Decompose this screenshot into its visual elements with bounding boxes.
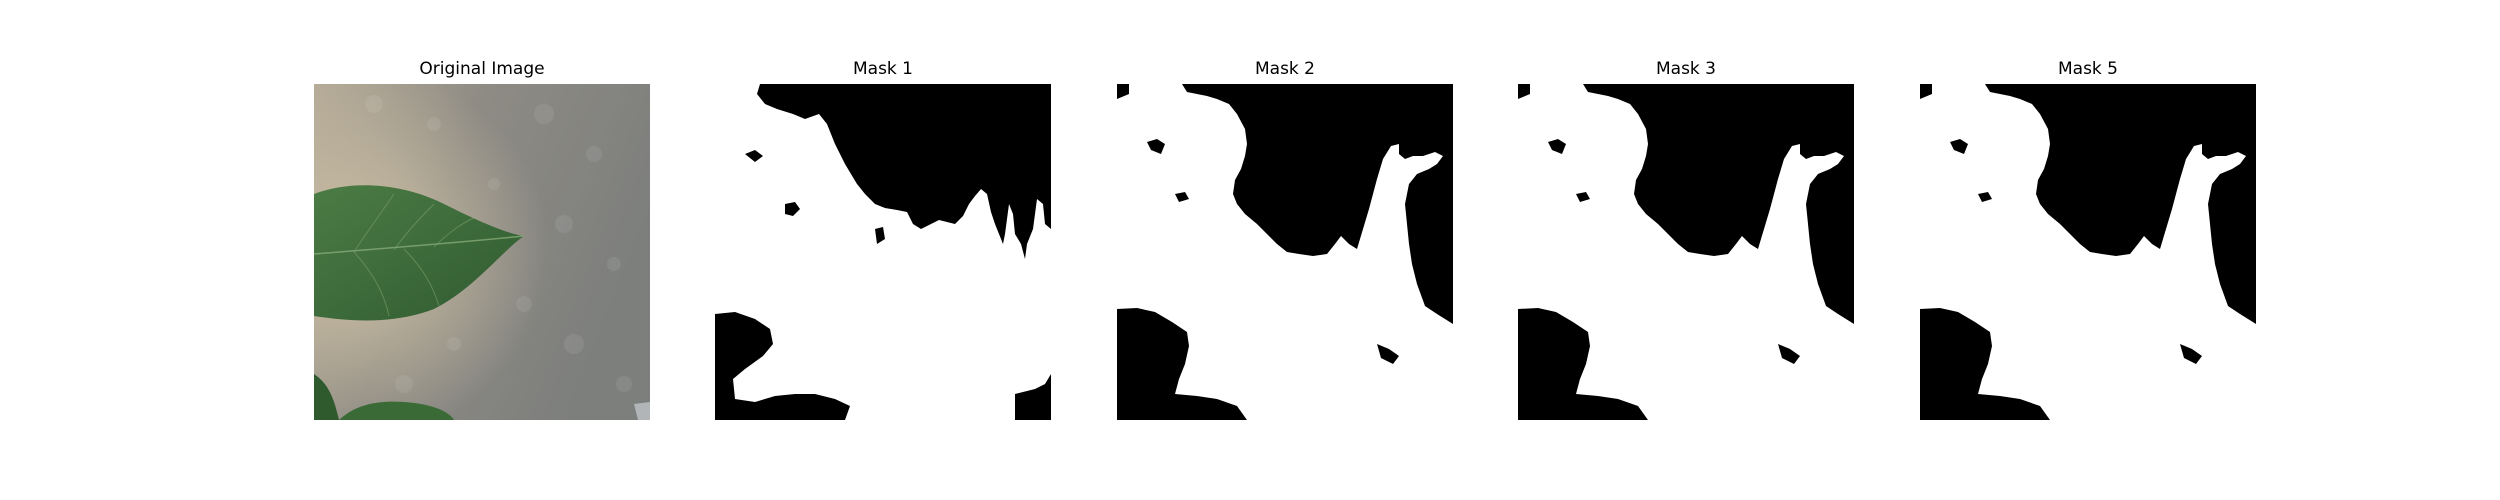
mask-5-panel — [1920, 84, 2256, 420]
mask-2-image — [1117, 84, 1453, 420]
mask-3-image — [1518, 84, 1854, 420]
mask-1-panel — [715, 84, 1051, 420]
lower-leaf-shape — [314, 374, 339, 420]
mask-1-image — [715, 84, 1051, 420]
mask-3-panel — [1518, 84, 1854, 420]
panel-title-mask-1: Mask 1 — [852, 59, 913, 79]
panel-title-mask-2: Mask 2 — [1254, 59, 1315, 79]
mask-5-image — [1920, 84, 2256, 420]
mask-2-panel — [1117, 84, 1453, 420]
original-photo — [314, 84, 650, 420]
panel-title-original-image: Original Image — [419, 59, 545, 79]
panel-title-mask-5: Mask 5 — [2057, 59, 2118, 79]
panel-title-mask-3: Mask 3 — [1655, 59, 1716, 79]
original-image-panel — [314, 84, 650, 420]
